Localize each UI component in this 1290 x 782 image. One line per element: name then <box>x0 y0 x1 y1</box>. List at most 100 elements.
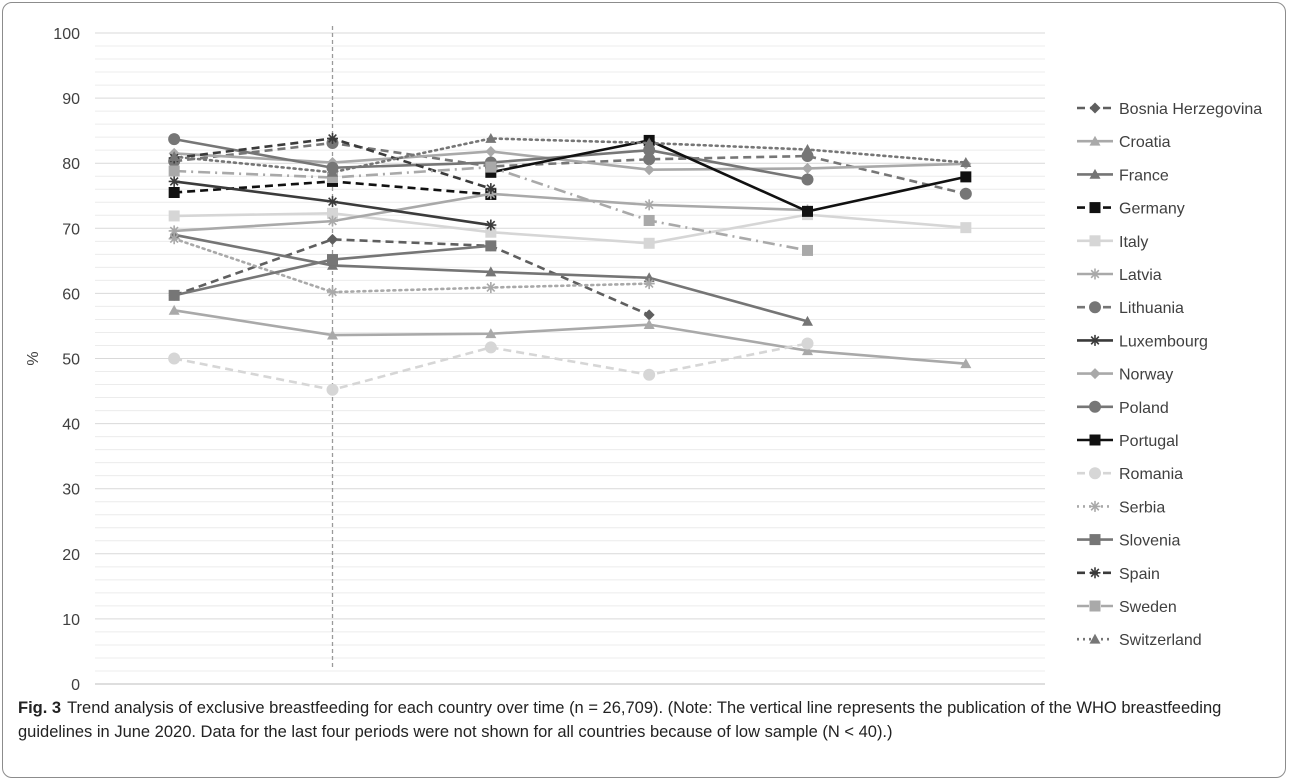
series-line <box>172 137 968 174</box>
legend-marker <box>1089 500 1101 512</box>
data-point <box>801 337 814 350</box>
data-point <box>643 237 655 249</box>
data-point <box>485 328 497 339</box>
y-tick-label: 70 <box>62 221 80 238</box>
legend-label: Slovenia <box>1119 533 1180 550</box>
legend-marker <box>1089 334 1101 346</box>
data-point <box>643 309 655 321</box>
data-point <box>485 145 497 157</box>
y-axis-label: % <box>25 351 42 365</box>
legend-marker <box>1089 567 1101 579</box>
caption-label: Fig. 3 <box>18 699 62 717</box>
data-point <box>960 157 972 167</box>
legend-item-slovenia: Slovenia <box>1077 533 1180 550</box>
legend-label: Portugal <box>1119 433 1179 450</box>
data-point <box>168 175 180 187</box>
legend-label: France <box>1119 167 1169 184</box>
data-point <box>168 233 180 245</box>
legend-marker <box>1089 235 1101 247</box>
legend-item-france: France <box>1077 167 1169 184</box>
data-point <box>327 196 338 208</box>
y-tick-label: 60 <box>62 286 80 303</box>
axes: 0102030405060708090100Mar2020-Jun2021Jul… <box>25 26 80 694</box>
legend-label: Germany <box>1119 201 1185 218</box>
y-tick-label: 30 <box>62 482 80 499</box>
data-point <box>327 166 338 177</box>
legend-marker <box>1089 434 1101 446</box>
y-tick-label: 10 <box>62 612 80 629</box>
data-point <box>485 161 497 173</box>
data-point <box>802 345 813 356</box>
data-point <box>485 282 497 294</box>
data-point <box>168 165 180 177</box>
data-point <box>485 226 497 238</box>
data-point <box>643 214 655 226</box>
legend-item-portugal: Portugal <box>1077 433 1179 450</box>
legend-label: Bosnia Herzegovina <box>1119 101 1262 118</box>
series-line <box>174 165 808 252</box>
legend-label: Spain <box>1119 566 1160 583</box>
data-point <box>168 225 180 237</box>
data-point <box>485 219 497 231</box>
legend-item-switzerland: Switzerland <box>1077 632 1202 649</box>
legend-label: Sweden <box>1119 599 1177 616</box>
series-line <box>173 238 650 317</box>
legend-marker <box>1089 301 1101 314</box>
series-group <box>168 132 972 396</box>
data-point <box>960 171 972 183</box>
series-line <box>174 212 966 245</box>
legend-label: Italy <box>1119 234 1148 251</box>
series-line <box>490 139 967 213</box>
legend-label: Lithuania <box>1119 300 1184 317</box>
series-slovenia <box>168 240 497 301</box>
legend-marker <box>1089 600 1101 612</box>
y-tick-label: 80 <box>62 156 80 173</box>
data-point <box>959 187 972 200</box>
legend-label: Croatia <box>1119 134 1171 151</box>
series-switzerland <box>168 132 972 177</box>
data-point <box>168 289 180 301</box>
legend-item-germany: Germany <box>1077 201 1185 218</box>
data-point <box>326 383 339 396</box>
data-point <box>327 286 338 298</box>
legend-item-lithuania: Lithuania <box>1077 300 1184 317</box>
data-point <box>485 266 497 277</box>
data-point <box>960 222 972 234</box>
data-point <box>960 358 972 369</box>
data-point <box>802 162 813 174</box>
legend-marker <box>1089 135 1101 146</box>
data-point <box>484 341 497 354</box>
data-point <box>643 164 655 176</box>
legend-item-norway: Norway <box>1077 367 1173 384</box>
data-point <box>802 144 813 154</box>
data-point <box>643 199 655 211</box>
legend-item-luxembourg: Luxembourg <box>1077 333 1208 350</box>
data-point <box>327 215 338 227</box>
legend-item-serbia: Serbia <box>1077 499 1165 516</box>
grid <box>95 32 1045 685</box>
data-point <box>801 173 814 186</box>
series-sweden <box>168 161 813 256</box>
figure-caption: Fig. 3 Trend analysis of exclusive breast… <box>18 696 1273 744</box>
legend-marker <box>1089 400 1101 413</box>
legend-marker <box>1089 102 1101 114</box>
data-point <box>327 329 338 340</box>
data-point <box>485 132 497 143</box>
data-point <box>327 132 338 144</box>
legend-item-latvia: Latvia <box>1077 267 1162 284</box>
caption-text: Trend analysis of exclusive breastfeedin… <box>18 699 1222 741</box>
legend-item-poland: Poland <box>1077 400 1169 417</box>
series-romania <box>168 337 814 396</box>
legend-marker <box>1089 633 1101 644</box>
legend-marker <box>1089 467 1101 480</box>
data-point <box>485 183 497 195</box>
y-tick-label: 100 <box>53 26 80 43</box>
legend-label: Poland <box>1119 400 1169 417</box>
legend-label: Romania <box>1119 466 1183 483</box>
legend-item-sweden: Sweden <box>1077 599 1177 616</box>
legend-label: Luxembourg <box>1119 333 1208 350</box>
series-serbia <box>168 233 655 298</box>
data-point <box>327 233 338 245</box>
legend-item-italy: Italy <box>1077 234 1148 251</box>
